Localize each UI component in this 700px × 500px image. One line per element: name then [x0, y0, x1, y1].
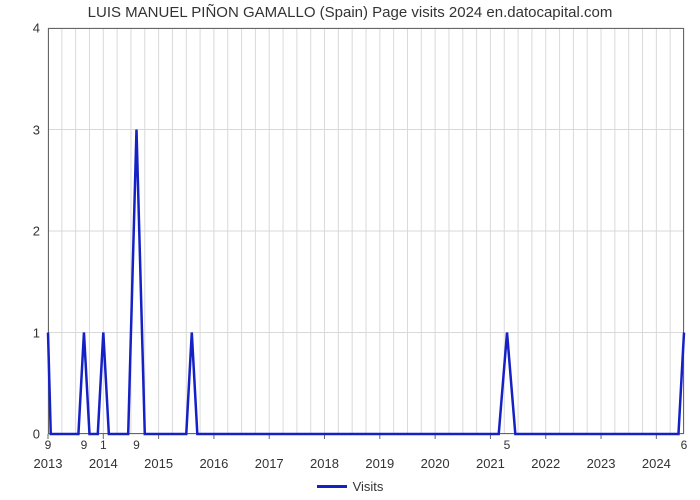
- x-tick-label: 2021: [476, 456, 505, 471]
- point-label: 9: [133, 438, 140, 452]
- y-tick-label: 0: [33, 427, 40, 442]
- x-tick-label: 2013: [34, 456, 63, 471]
- point-label: 9: [81, 438, 88, 452]
- point-label: 5: [504, 438, 511, 452]
- x-tick-label: 2022: [531, 456, 560, 471]
- point-label: 9: [45, 438, 52, 452]
- y-tick-label: 2: [33, 224, 40, 239]
- point-label: 1: [100, 438, 107, 452]
- legend-item-visits: Visits: [317, 479, 384, 494]
- point-label: 6: [681, 438, 688, 452]
- plot-area: 0123420132014201520162017201820192020202…: [48, 28, 684, 434]
- x-tick-label: 2017: [255, 456, 284, 471]
- y-tick-label: 1: [33, 325, 40, 340]
- x-tick-label: 2019: [365, 456, 394, 471]
- x-tick-label: 2024: [642, 456, 671, 471]
- legend: Visits: [0, 475, 700, 494]
- x-tick-label: 2020: [421, 456, 450, 471]
- legend-swatch: [317, 485, 347, 488]
- y-tick-label: 4: [33, 21, 40, 36]
- plot-svg: [48, 28, 684, 434]
- x-tick-label: 2016: [199, 456, 228, 471]
- x-tick-label: 2023: [587, 456, 616, 471]
- y-tick-label: 3: [33, 122, 40, 137]
- x-tick-label: 2015: [144, 456, 173, 471]
- legend-label: Visits: [353, 479, 384, 494]
- x-tick-label: 2014: [89, 456, 118, 471]
- chart-title: LUIS MANUEL PIÑON GAMALLO (Spain) Page v…: [0, 4, 700, 21]
- x-tick-label: 2018: [310, 456, 339, 471]
